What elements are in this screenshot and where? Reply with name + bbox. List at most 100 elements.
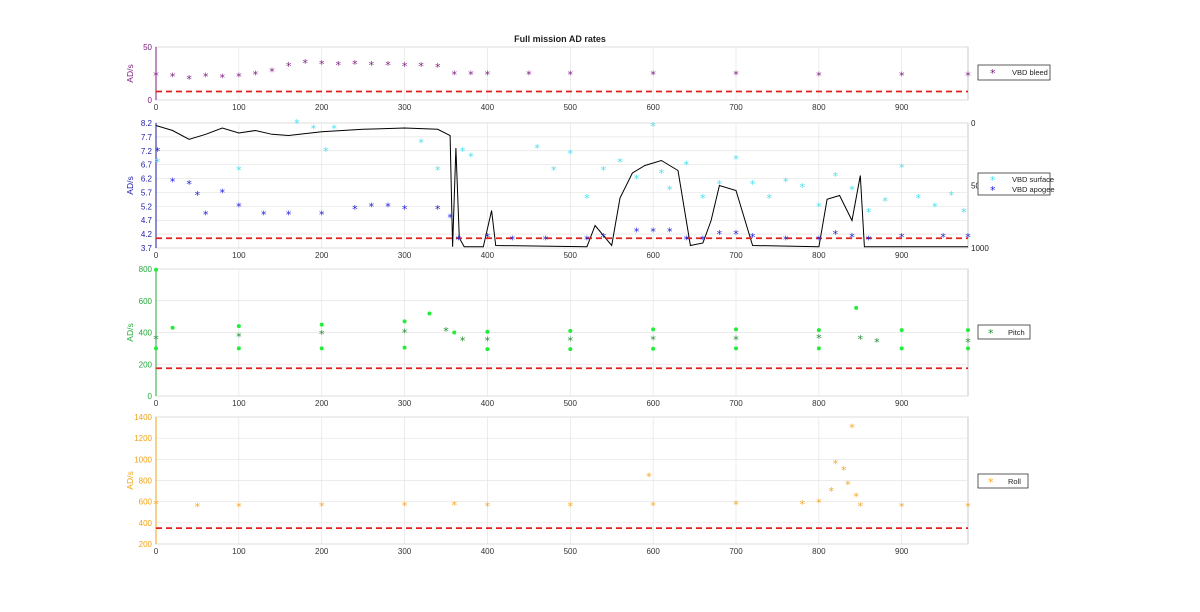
panel-pitch-point [734,346,738,351]
panel-pitch-ylabel: AD/s [125,323,135,341]
panel-vbd-bleed-point: * [650,69,656,82]
panel-vbd-bleed-point: * [402,60,408,73]
panel-pitch-point [427,311,432,316]
legend-vbd-bleed-marker: * [990,67,996,80]
panel-vbd-bleed-point: * [485,69,491,82]
panel-roll-xtick-label: 200 [315,547,329,556]
panel-pitch-point: * [965,336,971,349]
panel-vbd-point: * [203,209,209,222]
panel-pitch-point [734,327,738,332]
legend-roll-box [977,473,1029,489]
panel-roll-ytick-label: 1200 [134,434,152,443]
panel-vbd-bleed-point: * [286,60,292,73]
panel-roll: 0 100 200 300 400 500 600 700 800 900 200 400 600 800… [125,413,971,556]
panel-roll-point: * [650,499,656,512]
panel-pitch-point: * [816,332,822,345]
panel-roll-point: * [236,500,242,513]
panel-vbd-point: * [659,167,665,180]
panel-vbd-point: * [601,231,607,244]
panel-vbd-point: * [634,173,640,186]
panel-vbd-bleed-point: * [153,70,159,83]
legend-pitch-marker: * [988,327,994,340]
panel-vbd-point: * [435,203,441,216]
panel-pitch-xtick-label: 700 [729,399,743,408]
panel-vbd-point: * [534,142,540,155]
panel-pitch-point: * [153,333,159,346]
panel-vbd-point: * [460,145,466,158]
panel-roll-point: * [319,500,325,513]
panel-pitch-ytick-label: 200 [139,360,153,369]
panel-vbd-point: * [155,145,161,158]
panel-vbd-right-tick-label: 0 [971,119,976,128]
panel-vbd-bleed-ylabel: AD/s [125,64,135,82]
panel-roll-point: * [899,500,905,513]
panel-vbd-xtick-label: 500 [564,251,578,260]
panel-vbd-point: * [700,234,706,247]
panel-vbd-bleed-xtick-label: 900 [895,103,909,112]
panel-vbd-ytick-label: 6.7 [141,161,153,170]
panel-pitch-xtick-label: 300 [398,399,412,408]
panel-vbd-point: * [551,164,557,177]
panel-pitch-point: * [874,336,880,349]
panel-vbd-point: * [286,209,292,222]
panel-pitch-point [319,346,324,351]
panel-pitch-point [966,346,970,351]
panel-roll-xtick-label: 300 [398,547,412,556]
panel-roll-xtick-label: 700 [729,547,743,556]
panel-roll-xtick-label: 400 [481,547,495,556]
panel-vbd-point: * [766,192,772,205]
panel-pitch-point: * [460,334,466,347]
panel-pitch-point [170,325,175,330]
panel-vbd-point: * [684,234,690,247]
panel-vbd-point: * [783,175,789,188]
panel-roll-ylabel: AD/s [125,471,135,489]
panel-pitch-point [816,346,821,351]
panel-vbd-point: * [195,189,201,202]
legend-vbd-apogee-marker: * [990,184,996,197]
panel-vbd-point: * [617,156,623,169]
panel-pitch-point [236,346,241,351]
panel-vbd-xtick-label: 700 [729,251,743,260]
panel-vbd-point: * [170,175,176,188]
panel-vbd-ytick-label: 7.2 [141,147,153,156]
panel-vbd-right-tick-label: 1000 [971,244,989,253]
panel-vbd-bleed-point: * [965,70,971,83]
chart-title: Full mission AD rates [514,34,606,44]
panel-roll-point: * [965,500,971,513]
panel-vbd-ytick-label: 5.7 [141,188,153,197]
panel-vbd-point: * [916,192,922,205]
panel-vbd-point: * [961,206,967,219]
panel-vbd-point: * [186,178,192,191]
panel-vbd-point: * [435,164,441,177]
panel-vbd-point: * [833,228,839,241]
panel-vbd-bleed-point: * [733,69,739,82]
panel-vbd-bleed-point: * [468,69,474,82]
panel-pitch-point [485,329,490,334]
panel-vbd-point: * [402,203,408,216]
panel-vbd-xtick-label: 400 [481,251,495,260]
panel-pitch-point [568,347,573,352]
panel-pitch-point: * [485,334,491,347]
legend-vbd-box [977,172,1051,196]
panel-pitch-point [966,328,970,333]
panel-vbd-point: * [331,123,337,136]
panel-pitch-point [816,328,821,333]
panel-vbd-point: * [949,189,955,202]
panel-vbd-bleed-point: * [269,65,275,78]
panel-pitch-xtick-label: 0 [154,399,159,408]
panel-vbd-point: * [750,231,756,244]
panel-pitch-xtick-label: 100 [232,399,246,408]
panel-vbd-point: * [733,153,739,166]
panel-roll-point: * [829,485,835,498]
panel-roll-xtick-label: 0 [154,547,159,556]
panel-vbd-point: * [236,200,242,213]
panel-vbd-point: * [816,200,822,213]
panel-roll-point: * [153,498,159,511]
panel-vbd-point: * [311,123,317,136]
panel-roll-xtick-label: 600 [646,547,660,556]
panel-vbd-point: * [510,234,516,247]
panel-roll-point: * [849,422,855,435]
panel-pitch-point [568,328,573,333]
panel-roll-point: * [485,500,491,513]
panel-roll-ytick-label: 800 [139,477,153,486]
